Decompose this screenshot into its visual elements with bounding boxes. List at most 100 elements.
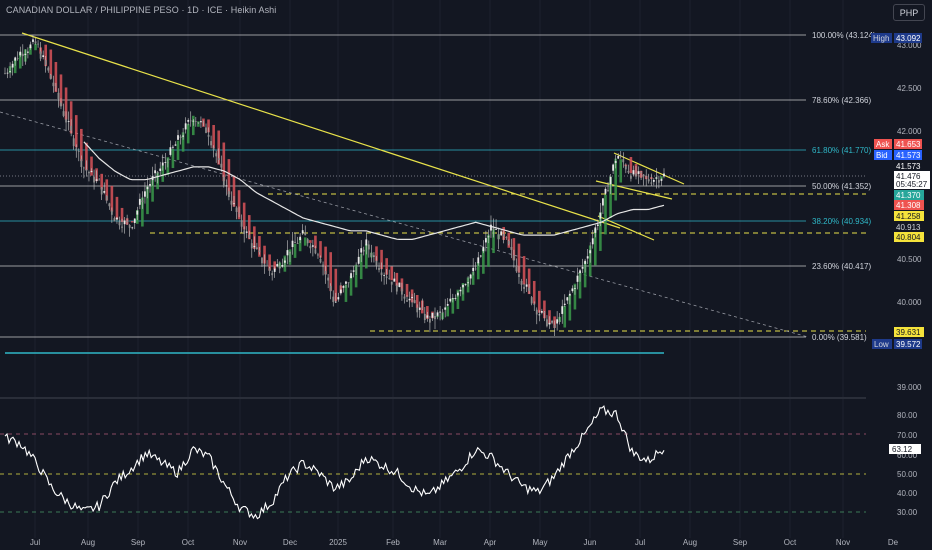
candle-body <box>62 111 65 116</box>
candle-body <box>510 247 513 250</box>
price-badge-8: 39.631 <box>896 328 921 337</box>
candle-body <box>26 51 29 53</box>
candle-body <box>393 278 396 282</box>
time-tick: Feb <box>386 538 400 547</box>
rsi-pane[interactable] <box>0 405 866 520</box>
candle-body <box>309 245 312 249</box>
flag-upper-line[interactable] <box>613 152 685 185</box>
candle-body <box>67 120 70 122</box>
flag-lower-line[interactable] <box>595 180 673 200</box>
candle-body <box>474 268 477 270</box>
fib-label-382: 38.20% (40.934) <box>812 217 871 226</box>
candle-body <box>192 120 195 122</box>
channel-lower-line[interactable] <box>597 215 655 241</box>
candle-body <box>6 72 9 74</box>
high-badge-label: High <box>873 34 889 43</box>
price-badge-7: 40.804 <box>896 233 921 242</box>
candle-body <box>248 234 251 238</box>
candle-body <box>479 255 482 257</box>
candle-body <box>642 174 645 177</box>
time-tick: De <box>888 538 899 547</box>
candle-body <box>220 163 223 168</box>
time-tick: Oct <box>182 538 195 547</box>
time-tick: Dec <box>283 538 297 547</box>
candle-body <box>436 312 439 316</box>
rsi-axis[interactable]: 80.00 70.00 60.00 50.00 40.00 30.00 63.1… <box>889 411 921 517</box>
currency-button[interactable]: PHP <box>893 4 925 21</box>
candle-body <box>571 288 574 292</box>
candle-body <box>34 41 37 44</box>
candle-body <box>398 282 401 288</box>
candle-body <box>52 82 55 87</box>
candle-body <box>431 312 434 318</box>
axis-tick: 40.500 <box>897 255 922 264</box>
candle-body <box>388 278 391 280</box>
time-axis[interactable]: Jul Aug Sep Oct Nov Dec 2025 Feb Mar Apr… <box>30 538 899 547</box>
candle-body <box>85 169 88 171</box>
candle-body <box>138 198 141 205</box>
candle-body <box>444 307 447 310</box>
candle-body <box>385 276 388 278</box>
candle-body <box>579 270 581 274</box>
time-tick: Jul <box>30 538 40 547</box>
candle-body <box>245 231 248 233</box>
candle-body <box>604 188 607 194</box>
time-tick: Nov <box>836 538 850 547</box>
candle-body <box>327 277 330 281</box>
candle-body <box>457 292 459 296</box>
candle-body <box>329 285 332 292</box>
candle-body <box>617 155 620 159</box>
candle-body <box>271 273 274 276</box>
candle-body <box>350 273 352 279</box>
candle-body <box>543 311 546 313</box>
candle-body <box>136 210 139 215</box>
candle-body <box>49 74 52 80</box>
candle-body <box>525 284 528 287</box>
candle-body <box>54 86 57 88</box>
candle-body <box>416 307 419 313</box>
candle-body <box>121 226 123 228</box>
candle-body <box>558 320 561 322</box>
candle-body <box>540 311 543 313</box>
candle-body <box>306 239 309 244</box>
candle-body <box>263 264 266 266</box>
price-badges: High 43.092 Ask 41.653 Bid 41.573 41.573… <box>871 33 930 349</box>
candle-body <box>401 288 403 295</box>
price-badge-1: 41.573 <box>896 162 921 171</box>
price-badge-5: 41.258 <box>896 212 921 221</box>
candle-body <box>342 286 345 288</box>
candle-body <box>118 221 121 226</box>
price-axis[interactable]: 43.000 42.500 42.000 40.500 40.000 39.00… <box>897 41 922 392</box>
candle-body <box>439 311 441 313</box>
candle-body <box>599 212 602 219</box>
candle-body <box>591 238 594 245</box>
candle-body <box>174 144 177 146</box>
candle-body <box>222 176 225 187</box>
candle-body <box>311 245 314 247</box>
candle-body <box>355 270 358 272</box>
candle-body <box>37 43 39 45</box>
candle-body <box>47 67 50 71</box>
candle-body <box>383 274 386 276</box>
candle-body <box>240 220 243 227</box>
long-dashed-trendline[interactable] <box>0 111 809 338</box>
rsi-tick: 80.00 <box>897 411 918 420</box>
candle-body <box>266 265 268 267</box>
candle-body <box>217 158 220 160</box>
candle-body <box>451 298 454 300</box>
descending-trendline[interactable] <box>21 32 621 229</box>
candle-body <box>57 92 60 99</box>
candle-body <box>215 153 218 157</box>
candle-body <box>429 319 431 323</box>
candle-body <box>304 232 307 236</box>
candle-body <box>16 58 19 60</box>
candle-body <box>65 119 67 123</box>
fib-retracement[interactable]: 100.00% (43.124) 78.60% (42.366) 61.80% … <box>0 31 876 342</box>
candle-body <box>14 57 17 61</box>
candle-body <box>357 256 360 264</box>
candle-body <box>472 267 475 272</box>
candle-body <box>561 306 564 314</box>
candle-body <box>128 224 131 228</box>
candle-body <box>42 55 45 58</box>
